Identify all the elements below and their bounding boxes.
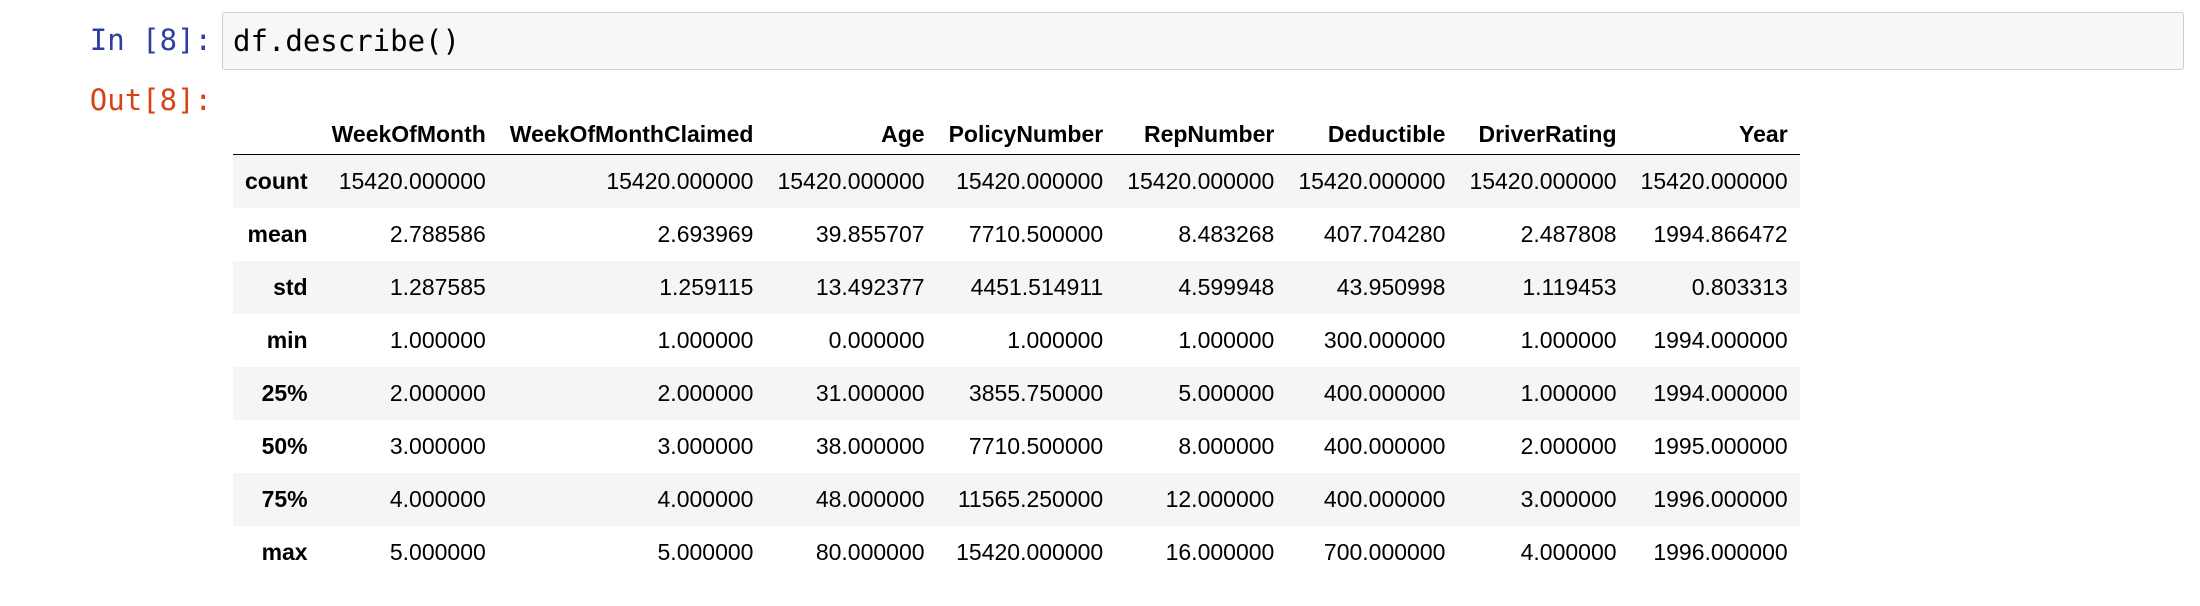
table-cell: 2.000000 (1520, 433, 1617, 459)
table-cell: 1996.000000 (1653, 539, 1788, 565)
table-cell: 1.000000 (389, 327, 486, 353)
index-header-cell (233, 114, 320, 155)
table-cell: 13.492377 (815, 274, 925, 300)
table-cell: 300.000000 (1323, 327, 1446, 353)
table-row: 50% 3.000000 3.000000 38.000000 7710.500… (233, 420, 1800, 473)
table-cell: 2.487808 (1520, 221, 1617, 247)
table-cell: 15420.000000 (956, 539, 1104, 565)
table-cell: 8.000000 (1178, 433, 1275, 459)
table-cell: 7710.500000 (968, 221, 1104, 247)
table-row: max 5.000000 5.000000 80.000000 15420.00… (233, 526, 1800, 579)
table-cell: 15420.000000 (1298, 168, 1446, 194)
table-cell: 4451.514911 (970, 274, 1104, 300)
table-row: 75% 4.000000 4.000000 48.000000 11565.25… (233, 473, 1800, 526)
table-cell: 2.693969 (657, 221, 754, 247)
table-cell: 38.000000 (815, 433, 925, 459)
row-index-label: count (245, 168, 308, 194)
table-cell: 2.000000 (657, 380, 754, 406)
table-cell: 80.000000 (815, 539, 925, 565)
table-cell: 3.000000 (657, 433, 754, 459)
table-cell: 1.287585 (389, 274, 486, 300)
table-cell: 16.000000 (1165, 539, 1275, 565)
table-cell: 407.704280 (1323, 221, 1446, 247)
table-cell: 700.000000 (1323, 539, 1446, 565)
table-cell: 1.000000 (1520, 380, 1617, 406)
table-row: min 1.000000 1.000000 0.000000 1.000000 … (233, 314, 1800, 367)
table-cell: 400.000000 (1323, 380, 1446, 406)
table-header-row: WeekOfMonth WeekOfMonthClaimed Age Polic… (233, 114, 1800, 155)
column-header: Deductible (1286, 114, 1458, 155)
column-header: WeekOfMonth (319, 114, 498, 155)
table-cell: 400.000000 (1323, 433, 1446, 459)
table-cell: 1994.000000 (1653, 380, 1788, 406)
table-cell: 0.803313 (1691, 274, 1788, 300)
table-row: count 15420.000000 15420.000000 15420.00… (233, 154, 1800, 208)
table-cell: 43.950998 (1336, 274, 1446, 300)
column-header: WeekOfMonthClaimed (497, 114, 766, 155)
table-cell: 15420.000000 (956, 168, 1104, 194)
table-cell: 11565.250000 (957, 486, 1104, 512)
row-index-label: min (266, 327, 308, 353)
table-cell: 3.000000 (1520, 486, 1617, 512)
input-prompt: In [8]: (89, 23, 212, 57)
row-index-label: mean (247, 221, 308, 247)
table-cell: 1.259115 (659, 274, 754, 300)
table-cell: 1994.000000 (1653, 327, 1788, 353)
table-cell: 31.000000 (815, 380, 925, 406)
column-header: RepNumber (1115, 114, 1287, 155)
table-cell: 8.483268 (1178, 221, 1275, 247)
table-cell: 1996.000000 (1653, 486, 1788, 512)
table-cell: 2.788586 (389, 221, 486, 247)
table-cell: 2.000000 (389, 380, 486, 406)
table-cell: 4.000000 (389, 486, 486, 512)
table-cell: 1.000000 (1178, 327, 1275, 353)
column-header: PolicyNumber (936, 114, 1116, 155)
table-cell: 3855.750000 (968, 380, 1104, 406)
table-cell: 1994.866472 (1653, 221, 1788, 247)
describe-dataframe-table: WeekOfMonth WeekOfMonthClaimed Age Polic… (233, 114, 1800, 579)
table-cell: 15420.000000 (1127, 168, 1275, 194)
table-cell: 1.000000 (657, 327, 754, 353)
table-cell: 15420.000000 (606, 168, 754, 194)
table-cell: 5.000000 (1178, 380, 1275, 406)
table-cell: 7710.500000 (968, 433, 1104, 459)
table-cell: 1995.000000 (1653, 433, 1788, 459)
table-cell: 400.000000 (1323, 486, 1446, 512)
column-header: Year (1628, 114, 1800, 155)
table-cell: 1.000000 (1007, 327, 1104, 353)
table-cell: 15420.000000 (1469, 168, 1617, 194)
table-row: 25% 2.000000 2.000000 31.000000 3855.750… (233, 367, 1800, 420)
row-index-label: 50% (261, 433, 308, 459)
table-cell: 1.119453 (1522, 274, 1617, 300)
column-header: Age (765, 114, 937, 155)
row-index-label: max (261, 539, 308, 565)
row-index-label: std (273, 274, 308, 300)
column-header: DriverRating (1457, 114, 1629, 155)
table-cell: 3.000000 (389, 433, 486, 459)
table-cell: 15420.000000 (1640, 168, 1788, 194)
row-index-label: 75% (261, 486, 308, 512)
table-row: std 1.287585 1.259115 13.492377 4451.514… (233, 261, 1800, 314)
table-row: mean 2.788586 2.693969 39.855707 7710.50… (233, 208, 1800, 261)
table-cell: 0.000000 (828, 327, 925, 353)
table-cell: 12.000000 (1165, 486, 1275, 512)
table-cell: 4.000000 (657, 486, 754, 512)
table-cell: 39.855707 (815, 221, 925, 247)
table-cell: 1.000000 (1520, 327, 1617, 353)
table-cell: 48.000000 (815, 486, 925, 512)
code-input-area[interactable]: df.describe() (222, 12, 2184, 70)
table-cell: 15420.000000 (777, 168, 925, 194)
row-index-label: 25% (261, 380, 308, 406)
output-area: WeekOfMonth WeekOfMonthClaimed Age Polic… (233, 114, 1800, 579)
table-cell: 15420.000000 (338, 168, 486, 194)
table-cell: 4.599948 (1178, 274, 1275, 300)
output-prompt: Out[8]: (89, 83, 212, 117)
table-cell: 4.000000 (1520, 539, 1617, 565)
table-cell: 5.000000 (389, 539, 486, 565)
table-cell: 5.000000 (657, 539, 754, 565)
